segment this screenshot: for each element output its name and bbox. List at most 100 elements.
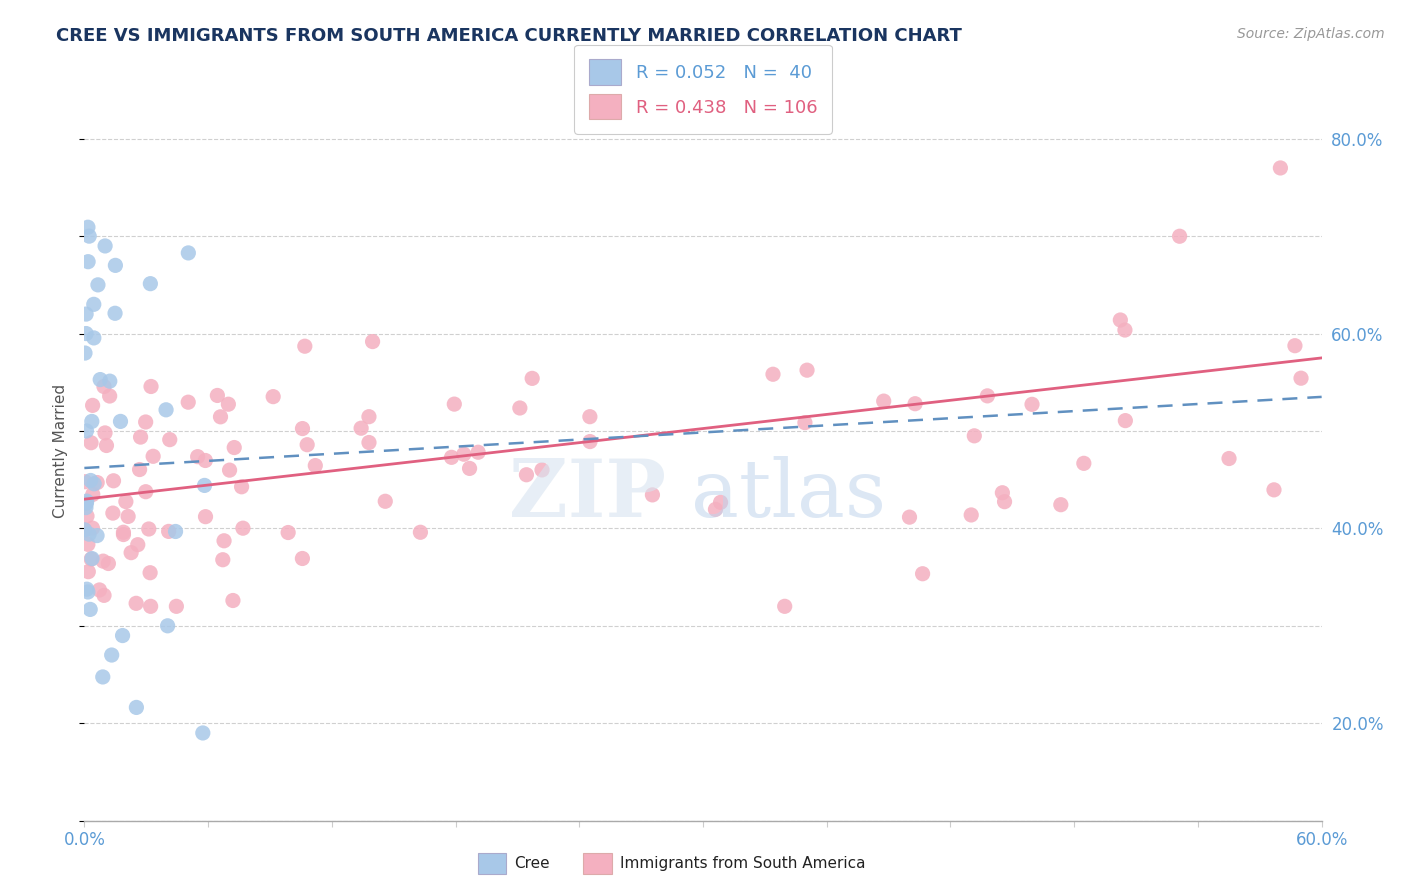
Point <box>110 414 132 428</box>
Point <box>77 565 100 579</box>
Point <box>1114 323 1136 337</box>
Point <box>991 485 1014 500</box>
Point <box>138 522 160 536</box>
Point <box>82 521 104 535</box>
Point <box>127 538 149 552</box>
Point <box>101 506 124 520</box>
Point <box>579 409 602 424</box>
Point <box>97 557 120 571</box>
Point <box>212 533 235 548</box>
Point <box>77 537 100 551</box>
Point <box>187 450 209 464</box>
Point <box>793 416 815 430</box>
Point <box>125 596 148 610</box>
Point <box>93 379 115 393</box>
Point <box>80 435 103 450</box>
Point <box>224 441 246 455</box>
Point <box>93 588 115 602</box>
Point <box>80 414 103 428</box>
Point <box>100 648 122 662</box>
Point <box>709 495 731 509</box>
Point <box>704 502 727 516</box>
Point <box>77 585 100 599</box>
Point <box>207 388 229 402</box>
Legend: R = 0.052   N =  40, R = 0.438   N = 106: R = 0.052 N = 40, R = 0.438 N = 106 <box>574 45 832 134</box>
Point <box>73 523 96 537</box>
Point <box>80 551 103 566</box>
Point <box>139 599 162 614</box>
Point <box>125 700 148 714</box>
Point <box>155 402 177 417</box>
Point <box>357 409 380 424</box>
Point <box>86 475 108 490</box>
Y-axis label: Currently Married: Currently Married <box>53 384 69 517</box>
Point <box>112 527 135 541</box>
Point <box>75 500 97 515</box>
Point <box>209 409 232 424</box>
Point <box>1114 414 1136 428</box>
Point <box>73 475 96 489</box>
Point <box>440 450 463 465</box>
Point <box>509 401 531 415</box>
Point <box>165 599 187 614</box>
Point <box>1073 456 1095 470</box>
Point <box>579 434 602 449</box>
Point <box>530 463 553 477</box>
Point <box>191 726 214 740</box>
Point <box>91 670 114 684</box>
Point <box>374 494 396 508</box>
Point <box>111 629 134 643</box>
Point <box>773 599 796 614</box>
Point <box>350 421 373 435</box>
Point <box>960 508 983 522</box>
Point <box>156 619 179 633</box>
Point <box>1270 161 1292 175</box>
Point <box>76 509 98 524</box>
Point <box>904 397 927 411</box>
Point <box>177 395 200 409</box>
Point <box>458 461 481 475</box>
Point <box>75 424 97 438</box>
Point <box>231 480 253 494</box>
Point <box>112 525 135 540</box>
Point <box>77 254 100 268</box>
Point <box>304 458 326 473</box>
Point <box>522 371 544 385</box>
Bar <box>583 853 612 874</box>
Bar <box>478 853 506 874</box>
Point <box>211 553 233 567</box>
Point <box>117 509 139 524</box>
Point <box>87 277 110 292</box>
Point <box>357 435 380 450</box>
Point <box>232 521 254 535</box>
Point <box>294 339 316 353</box>
Point <box>796 363 818 377</box>
Point <box>277 525 299 540</box>
Point <box>128 462 150 476</box>
Point <box>89 373 111 387</box>
Point <box>94 239 117 253</box>
Point <box>135 415 157 429</box>
Point <box>193 478 215 492</box>
Point <box>1289 371 1312 385</box>
Point <box>79 474 101 488</box>
Point <box>641 488 664 502</box>
Point <box>76 582 98 597</box>
Point <box>103 474 125 488</box>
Point <box>82 398 104 412</box>
Point <box>77 220 100 235</box>
Point <box>83 476 105 491</box>
Point <box>291 551 314 566</box>
Text: atlas: atlas <box>690 456 886 534</box>
Point <box>139 379 162 393</box>
Point <box>177 246 200 260</box>
Point <box>77 229 100 244</box>
Point <box>104 259 127 273</box>
Point <box>75 326 97 341</box>
Point <box>194 509 217 524</box>
Point <box>73 523 96 537</box>
Point <box>73 346 96 360</box>
Point <box>83 331 105 345</box>
Point <box>139 566 162 580</box>
Point <box>1109 313 1132 327</box>
